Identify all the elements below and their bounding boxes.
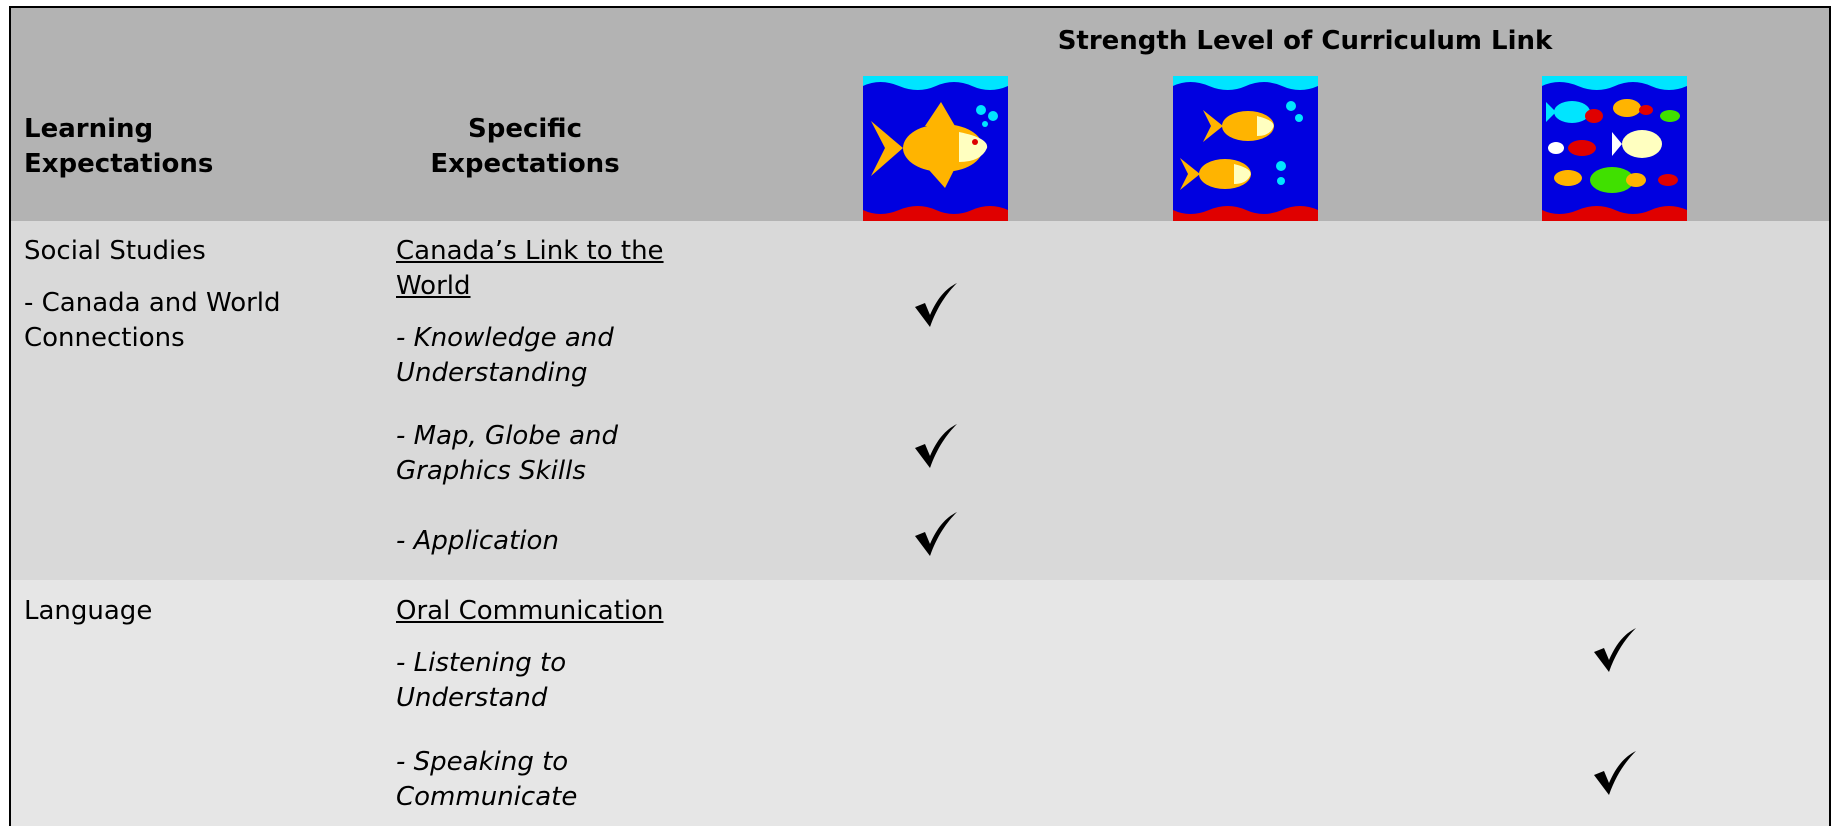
specific-expectation: - Application <box>396 526 559 556</box>
school-of-fish-icon <box>1542 76 1687 221</box>
row-band <box>9 221 1831 580</box>
check-mark <box>915 512 957 556</box>
row-band <box>9 580 1831 826</box>
learning-expectation: Language <box>24 596 153 626</box>
specific-expectation: - Speaking to Communicate <box>396 747 578 812</box>
header-title: Strength Level of Curriculum Link <box>1057 26 1553 56</box>
check-mark <box>1594 751 1636 795</box>
learning-expectation: - Canada and World Connections <box>24 288 281 353</box>
specific-expectation: - Listening to Understand <box>396 648 567 713</box>
learning-expectation: Social Studies <box>24 236 206 266</box>
one-fish-icon <box>863 76 1008 221</box>
check-mark <box>915 283 957 327</box>
check-mark <box>915 424 957 468</box>
column-header: Learning Expectations <box>24 114 214 179</box>
column-header: Specific Expectations <box>430 114 620 179</box>
strand-title: Oral Communication <box>396 596 664 626</box>
strand-title: Canada’s Link to the World <box>396 236 664 301</box>
specific-expectation: - Knowledge and Understanding <box>396 323 614 388</box>
specific-expectation: - Map, Globe and Graphics Skills <box>396 421 619 486</box>
check-mark <box>1594 628 1636 672</box>
two-fish-icon <box>1173 76 1318 221</box>
